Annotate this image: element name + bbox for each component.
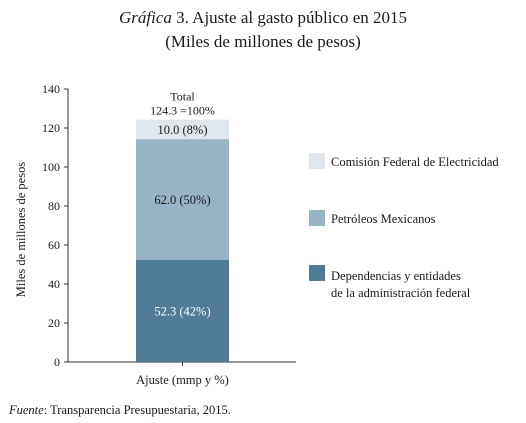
bar-segment-label-0: 52.3 (42%)	[154, 305, 210, 319]
y-tick-label-1: 20	[48, 316, 60, 330]
chart-subtitle: (Miles de millones de pesos)	[165, 32, 361, 51]
bar-segment-0	[136, 260, 229, 362]
y-axis-title: Miles de millones de pesos	[14, 162, 28, 298]
chart-title-prefix: Gráfica	[118, 8, 172, 27]
stacked-bar-chart: 0 20 40 60 80 100 120 140 Ajuste (mmp y %) Miles …	[14, 82, 499, 387]
y-tick-label-7: 140	[42, 82, 60, 96]
source-note: Fuente: Transparencia Presupuestaria, 20…	[9, 403, 231, 418]
chart-bars: 52.3 (42%) 62.0 (50%) 10.0 (8%) Total124.3 …	[136, 90, 229, 362]
y-tick-label-4: 80	[48, 199, 60, 213]
source-label: Fuente	[9, 403, 44, 417]
y-tick-label-5: 100	[42, 160, 60, 174]
legend-swatch-0	[309, 153, 325, 169]
y-tick-label-3: 60	[48, 238, 60, 252]
bar-segment-2	[136, 119, 229, 140]
legend-label-2-0: Dependencias y entidades	[331, 269, 461, 283]
chart-axes: 0 20 40 60 80 100 120 140 Ajuste (mmp y %) Miles …	[14, 82, 296, 387]
chart-title: Gráfica 3. Ajuste al gasto público en 20…	[0, 8, 526, 28]
legend-swatch-2	[309, 265, 325, 281]
legend-swatch-1	[309, 210, 325, 226]
total-label: Total	[170, 90, 195, 104]
total-value-label: 124.3 =100%	[150, 104, 215, 118]
legend-label-0-0: Comisión Federal de Electricidad	[331, 155, 499, 169]
x-tick-label-0: Ajuste (mmp y %)	[136, 373, 229, 387]
legend-label-2-1: de la administración federal	[331, 286, 471, 300]
bar-segment-label-2: 10.0 (8%)	[158, 123, 208, 137]
y-tick-label-6: 120	[42, 121, 60, 135]
chart-legend: Comisión Federal de Electricidad Petróleo…	[309, 153, 499, 300]
bar-segment-label-1: 62.0 (50%)	[154, 193, 210, 207]
bar-segment-1	[136, 139, 229, 261]
source-text: : Transparencia Presupuestaria, 2015.	[43, 403, 231, 417]
chart-title-main: 3. Ajuste al gasto público en 2015	[171, 8, 408, 27]
y-tick-label-2: 40	[48, 277, 60, 291]
legend-label-1-0: Petróleos Mexicanos	[331, 212, 436, 226]
y-tick-label-0: 0	[54, 355, 60, 369]
